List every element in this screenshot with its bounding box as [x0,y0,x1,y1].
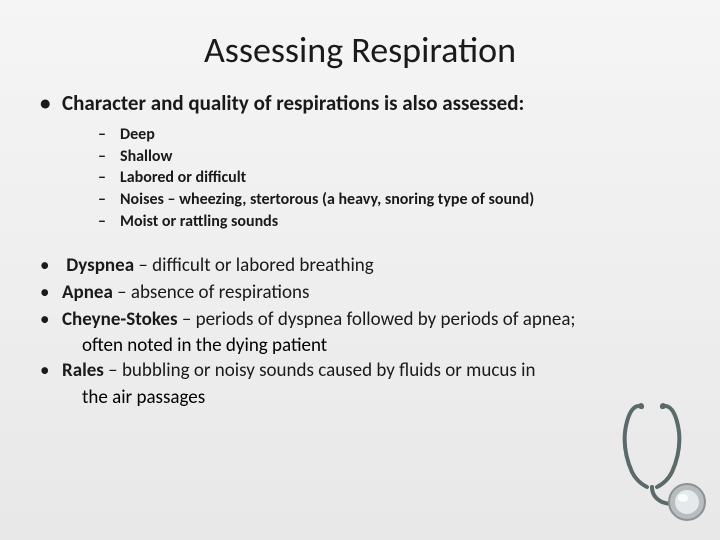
qualities-list: Deep Shallow Labored or difficult Noises… [62,124,690,232]
def-text: – periods of dyspnea followed by periods… [178,308,576,331]
stethoscope-icon [607,402,712,532]
definition-item: Dyspnea – difficult or labored breathing [40,254,690,279]
quality-item: Labored or difficult [98,167,690,189]
intro-bullet: Character and quality of respirations is… [40,90,690,232]
term-apnea: Apnea [62,281,113,304]
main-list: Character and quality of respirations is… [30,90,690,232]
definitions-list: Dyspnea – difficult or labored breathing… [30,254,690,332]
definition-item: Cheyne-Stokes – periods of dyspnea follo… [40,308,690,333]
term-dyspnea: Dyspnea [66,254,134,277]
quality-item: Moist or rattling sounds [98,211,690,233]
def-continuation: often noted in the dying patient [30,334,690,359]
def-text: – difficult or labored breathing [134,254,374,277]
definition-item: Rales – bubbling or noisy sounds caused … [40,359,690,384]
definition-item: Apnea – absence of respirations [40,281,690,306]
quality-item: Deep [98,124,690,146]
quality-item: Shallow [98,146,690,168]
term-rales: Rales [62,359,104,382]
def-text: – absence of respirations [113,281,310,304]
def-continuation: the air passages [30,386,690,411]
def-text: – bubbling or noisy sounds caused by flu… [104,359,536,382]
definitions-list-2: Rales – bubbling or noisy sounds caused … [30,359,690,384]
term-cheyne-stokes: Cheyne-Stokes [62,308,178,331]
slide-container: Assessing Respiration Character and qual… [0,0,720,430]
slide-title: Assessing Respiration [30,28,690,72]
intro-text: Character and quality of respirations is… [62,90,524,116]
quality-item: Noises – wheezing, stertorous (a heavy, … [98,189,690,211]
